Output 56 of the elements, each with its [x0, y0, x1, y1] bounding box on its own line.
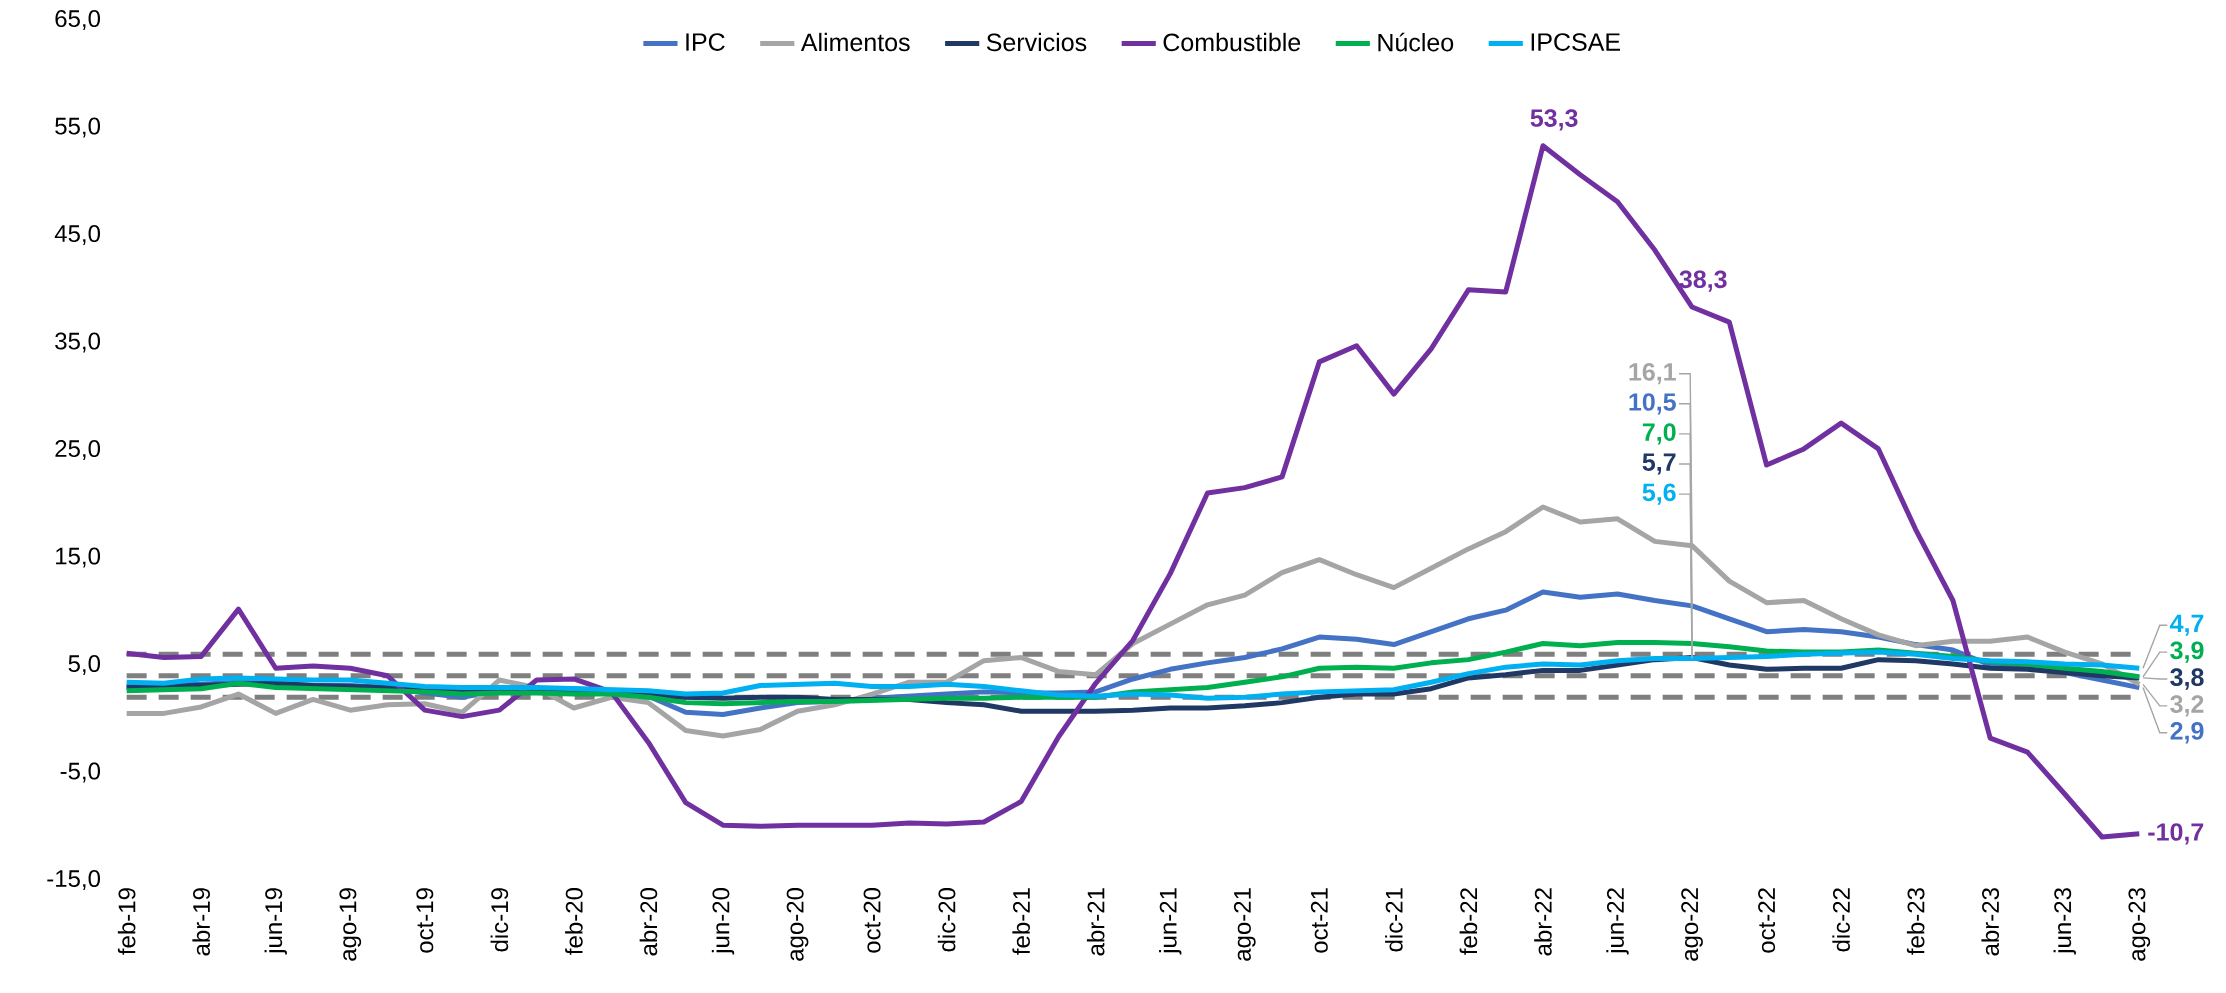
x-tick-label: dic-19	[490, 888, 509, 952]
y-tick-label: 15,0	[56, 547, 101, 568]
x-tick-label: ago-21	[1233, 888, 1256, 961]
data-label: 5,6	[1642, 483, 1676, 505]
x-tick-label: oct-19	[416, 888, 434, 953]
y-tick-label: 25,0	[55, 440, 101, 460]
x-tick-label: dic-21	[1385, 888, 1403, 952]
data-label: 3,9	[2170, 641, 2204, 663]
x-tick-label: ago-19	[339, 888, 362, 961]
y-tick-label: 45,0	[54, 225, 101, 245]
legend-label: Servicios	[986, 32, 1087, 52]
y-tick-label: 55,0	[55, 117, 101, 138]
legend-label: Alimentos	[800, 32, 910, 52]
x-tick-label: feb-23	[1906, 888, 1925, 955]
data-label: 3,2	[2170, 695, 2204, 717]
x-tick-label: jun-23	[2053, 888, 2076, 955]
x-tick-label: ago-23	[2128, 888, 2151, 961]
x-tick-label: feb-21	[1012, 888, 1030, 955]
x-tick-label: abr-21	[1086, 888, 1105, 956]
y-tick-label: 35,0	[55, 332, 101, 353]
y-tick-label: -15,0	[47, 870, 101, 890]
x-tick-label: feb-20	[565, 888, 583, 955]
data-label: 2,9	[2170, 722, 2204, 744]
x-tick-label: abr-23	[1981, 888, 2000, 956]
y-tick-label: -5,0	[60, 762, 101, 783]
x-tick-label: abr-20	[639, 888, 658, 956]
data-label: 10,5	[1629, 393, 1676, 415]
legend-label: IPCSAE	[1531, 33, 1620, 51]
legend-label: IPC	[686, 33, 725, 51]
x-tick-label: oct-21	[1310, 888, 1328, 953]
data-label: 5,7	[1642, 453, 1676, 475]
data-label: -10,7	[2148, 823, 2204, 845]
x-tick-label: ago-20	[786, 888, 809, 961]
legend-label: Núcleo	[1378, 32, 1454, 52]
x-tick-label: jun-22	[1606, 888, 1629, 955]
y-tick-label: 5,0	[68, 655, 101, 675]
data-label: 16,1	[1629, 363, 1676, 385]
data-label: 38,3	[1679, 270, 1727, 292]
x-tick-label: oct-22	[1758, 888, 1776, 953]
data-label: 3,8	[2170, 668, 2204, 690]
x-tick-label: ago-22	[1681, 888, 1703, 961]
legend-label: Combustible	[1163, 32, 1301, 52]
x-tick-label: feb-19	[117, 888, 136, 955]
x-tick-label: dic-22	[1832, 888, 1850, 952]
data-label: 7,0	[1642, 423, 1676, 445]
x-tick-label: dic-20	[937, 888, 956, 952]
x-tick-label: feb-22	[1459, 888, 1478, 955]
data-label: 4,7	[2170, 614, 2204, 636]
y-tick-label: 65,0	[55, 10, 101, 30]
x-tick-label: jun-20	[711, 888, 735, 955]
x-tick-label: abr-19	[192, 888, 210, 956]
x-tick-label: oct-20	[863, 888, 881, 953]
data-label: 53,3	[1530, 109, 1578, 131]
x-tick-label: abr-22	[1534, 888, 1552, 956]
x-tick-label: jun-21	[1159, 888, 1182, 955]
x-tick-label: jun-19	[264, 888, 287, 955]
